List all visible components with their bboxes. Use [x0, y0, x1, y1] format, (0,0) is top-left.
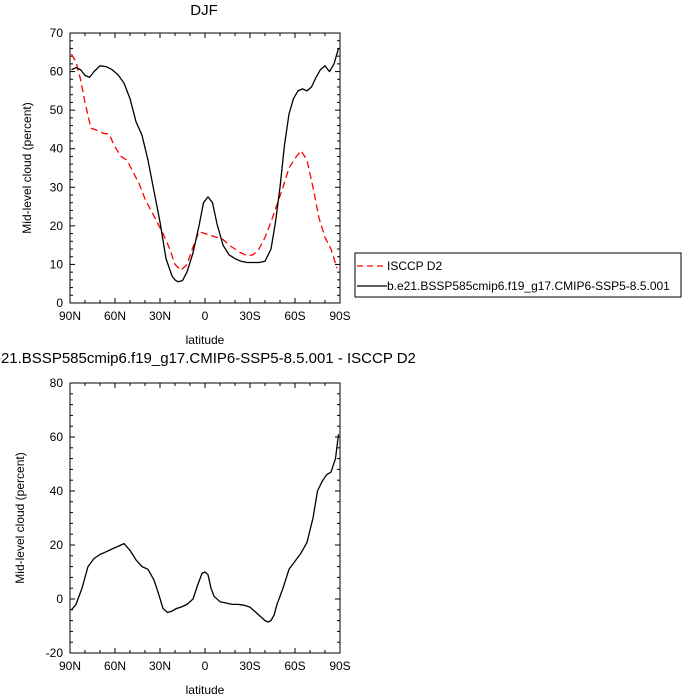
- top-chart-title: DJF: [190, 2, 218, 19]
- top-y-tick-label: 30: [50, 180, 64, 194]
- top-y-tick-label: 40: [50, 142, 64, 156]
- legend: ISCCP D2 b.e21.BSSP585cmip6.f19_g17.CMIP…: [354, 252, 682, 298]
- bottom-x-tick-label: 60N: [104, 659, 126, 673]
- bottom-series-group: [71, 434, 340, 623]
- bottom-x-tick-label: 90N: [59, 659, 81, 673]
- legend-box: [354, 252, 682, 298]
- bottom-y-tick-label: 40: [50, 484, 64, 498]
- top-x-tick-label: 60S: [284, 309, 305, 323]
- top-series-group: [70, 48, 340, 283]
- top-y-tick-label: 50: [50, 103, 64, 117]
- top-y-tick-label: 10: [50, 257, 64, 271]
- top-x-tick-label: 60N: [104, 309, 126, 323]
- bottom-y-tick-label: -20: [46, 646, 64, 660]
- legend-label-isccp: ISCCP D2: [387, 259, 442, 273]
- bottom-series-line-0: [71, 434, 340, 623]
- top-panel: DJF 90N 60N 30N 0 30S 60S 90S 0 10 20 30 40 50 60 70 l…: [20, 2, 351, 347]
- bottom-axis-ticks: 90N 60N 30N 0 30S 60S 90S -20 0 20 40 60 80: [46, 376, 351, 673]
- bottom-plot-frame: [69, 382, 341, 654]
- top-x-tick-label: 0: [202, 309, 209, 323]
- bottom-chart-title: b.e21.BSSP585cmip6.f19_g17.CMIP6-SSP5-8.…: [0, 350, 416, 367]
- top-x-tick-label: 30N: [149, 309, 171, 323]
- bottom-x-tick-label: 30N: [149, 659, 171, 673]
- top-y-tick-label: 20: [50, 219, 64, 233]
- top-axis-ticks: 90N 60N 30N 0 30S 60S 90S 0 10 20 30 40 50 60 70: [50, 26, 351, 323]
- top-series-line-0: [70, 53, 338, 271]
- bottom-y-tick-label: 20: [50, 538, 64, 552]
- top-plot-frame: [69, 32, 341, 304]
- top-x-axis-label: latitude: [186, 333, 225, 347]
- top-y-tick-label: 70: [50, 26, 64, 40]
- bottom-y-tick-label: 0: [56, 592, 63, 606]
- top-y-axis-label: Mid-level cloud (percent): [20, 102, 34, 233]
- bottom-x-tick-label: 90S: [329, 659, 350, 673]
- bottom-x-tick-label: 30S: [239, 659, 260, 673]
- bottom-x-tick-label: 0: [202, 659, 209, 673]
- top-y-tick-label: 0: [56, 296, 63, 310]
- bottom-y-tick-label: 80: [50, 376, 64, 390]
- bottom-y-tick-label: 60: [50, 430, 64, 444]
- top-x-tick-label: 90S: [329, 309, 350, 323]
- bottom-x-axis-label: latitude: [186, 683, 225, 697]
- bottom-x-tick-label: 60S: [284, 659, 305, 673]
- legend-label-model: b.e21.BSSP585cmip6.f19_g17.CMIP6-SSP5-8.…: [387, 279, 670, 293]
- bottom-y-axis-label: Mid-level cloud (percent): [13, 452, 27, 583]
- bottom-panel: b.e21.BSSP585cmip6.f19_g17.CMIP6-SSP5-8.…: [0, 350, 416, 697]
- top-y-tick-label: 60: [50, 65, 64, 79]
- top-series-line-1: [71, 48, 340, 283]
- top-x-tick-label: 90N: [59, 309, 81, 323]
- top-x-tick-label: 30S: [239, 309, 260, 323]
